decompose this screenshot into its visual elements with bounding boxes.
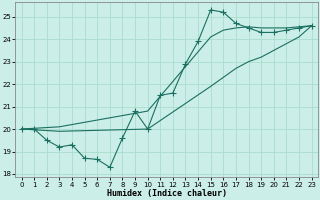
X-axis label: Humidex (Indice chaleur): Humidex (Indice chaleur) bbox=[107, 189, 227, 198]
